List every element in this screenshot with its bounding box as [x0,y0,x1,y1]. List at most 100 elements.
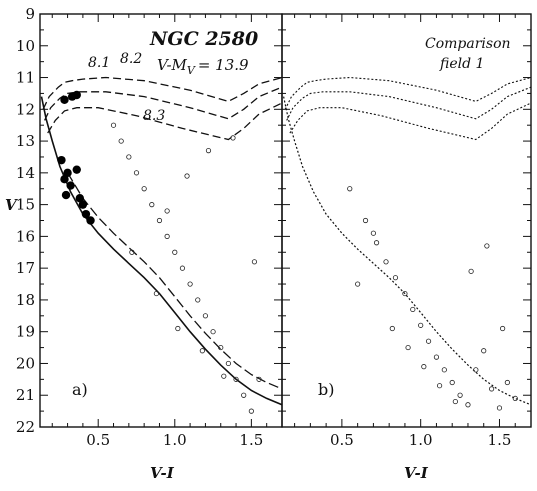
field-star [110,122,117,128]
field-star [187,281,193,287]
panel-a-frame [39,13,283,428]
field-star [436,383,443,389]
x-tick-label: 1.0 [409,431,433,449]
member-star [78,200,88,209]
x-axis-title-b: V-I [404,464,429,482]
field-star [373,240,380,246]
member-star [63,168,72,178]
field-star [449,379,455,386]
field-star [205,148,212,154]
field-star [473,367,479,373]
panel-b-ticks: 0.5 1.0 1.5 [282,13,532,449]
field-star [248,408,254,414]
x-tick-label: 1.0 [163,431,187,449]
y-tick-label: 12 [16,100,35,118]
isochrone-label-8-1: 8.1 [88,55,110,71]
field-star [410,306,416,313]
field-star [164,233,170,239]
y-tick-label: 21 [16,386,35,404]
field-star [133,170,140,176]
y-tick-label: 18 [16,291,35,309]
x-tick-label: 0.5 [86,431,110,449]
field-star [457,392,463,398]
isochrone-line [44,86,283,121]
zams-line [40,96,283,406]
field-star [452,398,458,405]
field-star [118,138,124,144]
member-star [72,90,81,100]
isochrone-line [47,102,283,141]
field-star [468,268,474,274]
member-star [60,95,69,104]
x-tick-label: 1.5 [239,431,263,449]
y-axis-title: V [5,196,18,214]
field-star [500,325,506,332]
y-tick-label: 14 [16,164,35,182]
field-star [153,290,160,297]
field-star [241,392,247,398]
field-star [218,344,224,351]
member-star [72,165,81,174]
member-star [60,175,69,184]
field-star [441,367,447,373]
field-star [179,265,186,271]
y-tick-label: 22 [16,418,35,436]
field-star [481,348,487,354]
member-star [75,194,85,203]
field-star [202,313,209,319]
y-tick-label: 13 [16,132,35,150]
field-star [126,154,132,160]
field-star [156,217,163,224]
field-star [405,344,411,351]
field-star [256,376,262,382]
isochrone-label-8-3: 8.3 [143,108,165,124]
field-star [402,290,408,297]
x-axis-title-a: V-I [150,464,175,482]
field-star [392,275,399,281]
field-star [389,325,395,332]
field-star [433,354,440,360]
isochrone-line [42,76,283,110]
panel-b-letter: b) [318,380,334,399]
field-star [225,360,231,367]
y-tick-label: 10 [16,37,35,55]
y-tick-label: 20 [16,354,35,372]
field-star [512,395,518,402]
field-star [164,208,170,214]
isochrone-line [286,86,532,121]
field-star [489,386,495,392]
isochrone-line [284,76,532,110]
panel-b-plot [283,76,532,411]
field-star [149,202,155,208]
isochrone-label-8-2: 8.2 [120,51,142,67]
distance-modulus-value: = 13.9 [198,56,249,74]
panel-a-plot [40,76,283,414]
panel-b-subtitle: field 1 [439,56,484,72]
field-star [362,217,369,224]
distance-modulus-main: V-M [157,56,188,74]
field-star [484,243,490,249]
panel-b-frame [281,13,532,428]
field-star [210,329,216,335]
x-tick-label: 1.5 [488,431,512,449]
member-star [57,155,66,165]
field-star [421,364,427,370]
field-star [370,230,377,236]
field-star [141,186,147,192]
field-star [496,405,503,411]
field-star [418,322,424,328]
field-star [383,259,389,265]
x-tick-label: 0.5 [330,431,354,449]
field-star [465,402,471,408]
field-star [504,379,510,386]
isochrone-line [289,102,532,141]
y-tick-label: 19 [16,323,35,341]
field-star [195,297,201,303]
distance-modulus: V-MV = 13.9 [157,56,249,77]
field-star [129,249,135,255]
panel-b-title: Comparison [425,36,511,52]
member-star [81,209,91,219]
zams-line [283,96,532,406]
panel-a-ticks: 0.5 1.0 1.5 9 10 11 12 13 14 15 16 17 18 19 20 21 22 [16,5,283,449]
